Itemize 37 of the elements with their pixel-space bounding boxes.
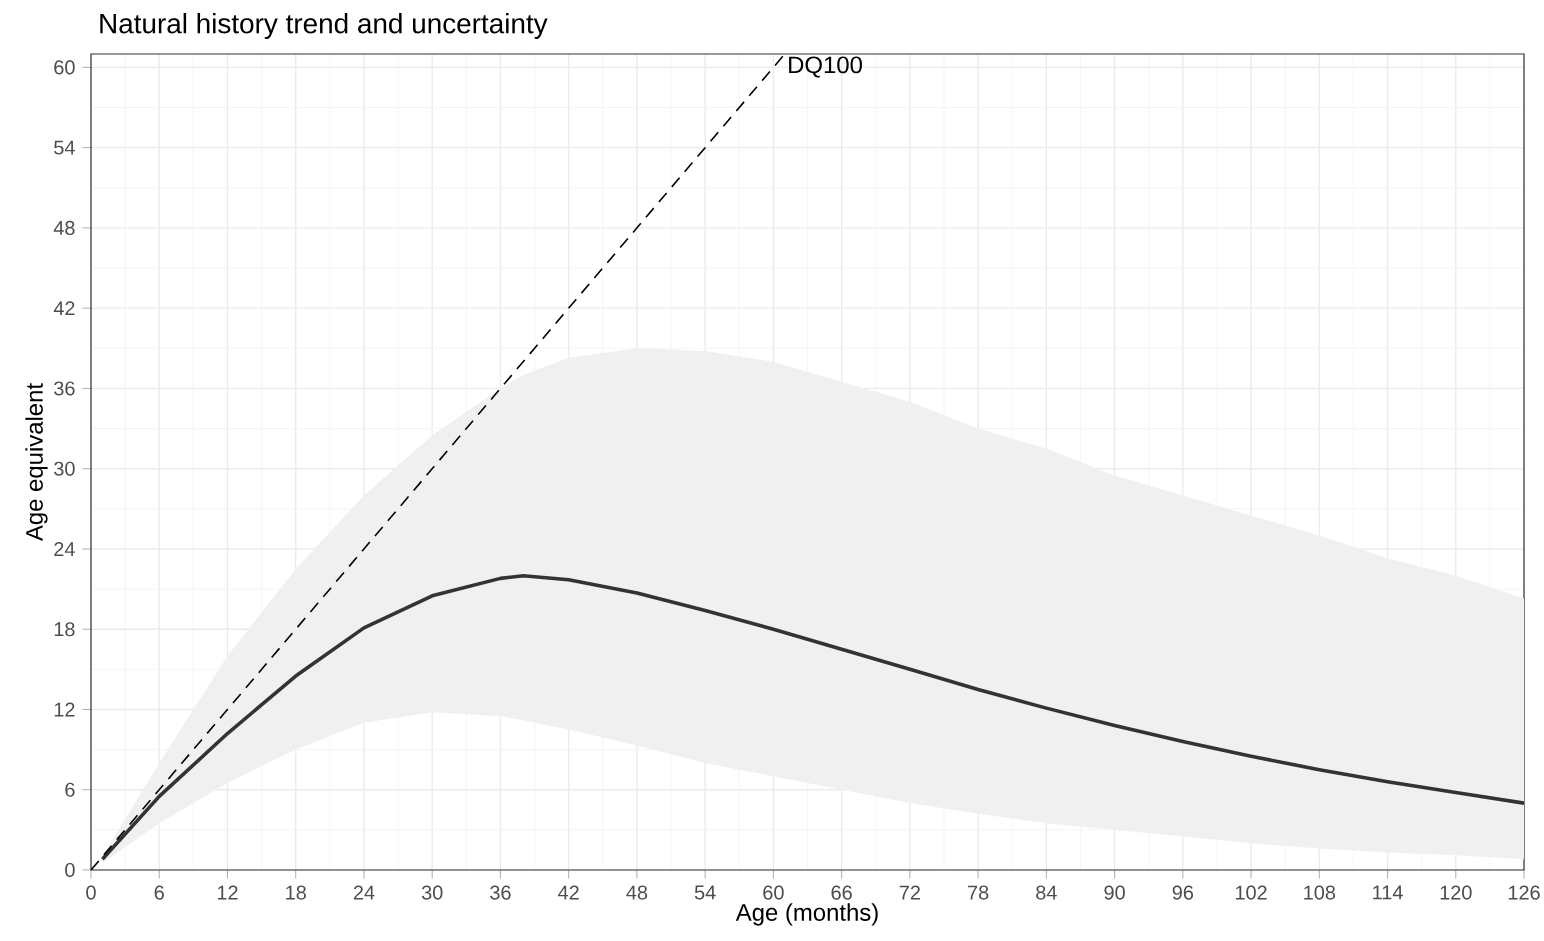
y-tick-label: 48 xyxy=(53,220,75,235)
y-tick-label: 18 xyxy=(54,622,75,637)
chart-title: Natural history trend and uncertainty xyxy=(100,12,548,39)
x-tick-label: 78 xyxy=(968,885,989,900)
x-axis-title: Age (months) xyxy=(735,903,878,926)
x-tick-label: 42 xyxy=(558,885,579,900)
x-tick-label: 114 xyxy=(1373,885,1403,900)
x-tick-label: 24 xyxy=(353,885,375,900)
y-tick-label: 24 xyxy=(54,542,75,556)
y-tick-label: 30 xyxy=(54,461,75,476)
x-tick-label: 54 xyxy=(694,885,716,900)
x-tick-label: 96 xyxy=(1172,885,1194,900)
y-tick-label: 60 xyxy=(54,60,75,75)
x-tick-label: 12 xyxy=(217,885,238,900)
x-tick-label: 90 xyxy=(1104,885,1125,900)
x-tick-label: 84 xyxy=(1036,885,1057,900)
x-tick-label: 66 xyxy=(831,885,852,900)
y-tick-label: 12 xyxy=(54,702,75,717)
y-tick-label: 36 xyxy=(54,381,75,396)
x-tick-label: 6 xyxy=(154,885,164,900)
x-tick-label: 60 xyxy=(763,885,784,900)
y-tick-label: 54 xyxy=(54,140,75,155)
y-tick-label: 6 xyxy=(65,782,75,797)
x-tick-label: 102 xyxy=(1235,885,1267,900)
x-tick-label: 126 xyxy=(1508,885,1540,900)
x-tick-label: 30 xyxy=(421,885,443,900)
x-tick-label: 48 xyxy=(626,885,648,900)
x-tick-label: 72 xyxy=(899,885,920,900)
x-tick-label: 120 xyxy=(1440,885,1472,900)
series-label: DQ100 xyxy=(789,56,862,78)
x-tick-label: 0 xyxy=(86,885,96,900)
x-tick-label: 108 xyxy=(1304,885,1336,900)
x-tick-label: 18 xyxy=(286,885,306,900)
y-axis-title: Age equivalent xyxy=(25,383,48,542)
y-tick-label: 42 xyxy=(53,301,75,316)
y-tick-label: 0 xyxy=(65,862,75,878)
x-tick-label: 36 xyxy=(490,885,511,900)
